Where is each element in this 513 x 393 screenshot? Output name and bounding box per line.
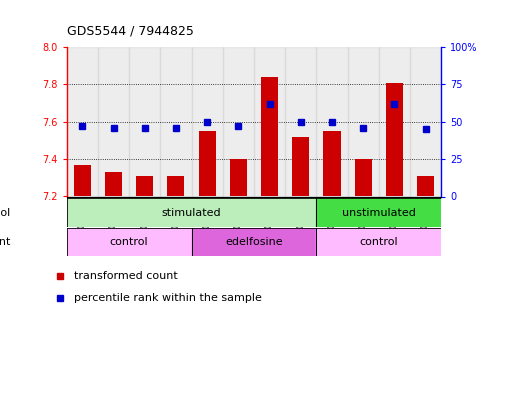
Bar	[223, 47, 254, 196]
Bar	[410, 47, 441, 196]
Bar	[67, 47, 98, 196]
Bar	[191, 228, 317, 256]
Bar	[74, 165, 91, 196]
Bar	[98, 47, 129, 196]
Text: unstimulated: unstimulated	[342, 208, 416, 218]
Bar	[379, 47, 410, 196]
Text: transformed count: transformed count	[74, 271, 177, 281]
Bar	[254, 47, 285, 196]
Bar	[199, 131, 215, 196]
Text: percentile rank within the sample: percentile rank within the sample	[74, 293, 262, 303]
Text: stimulated: stimulated	[162, 208, 221, 218]
Bar	[354, 159, 372, 196]
Bar	[317, 47, 348, 196]
Bar	[348, 47, 379, 196]
Text: GDS5544 / 7944825: GDS5544 / 7944825	[67, 24, 193, 37]
Bar	[261, 77, 278, 196]
Bar	[191, 47, 223, 196]
Text: control: control	[360, 237, 398, 247]
Bar	[317, 228, 441, 256]
Bar	[386, 83, 403, 196]
Bar	[129, 47, 160, 196]
Bar	[285, 47, 317, 196]
Text: control: control	[110, 237, 148, 247]
Text: protocol: protocol	[0, 208, 10, 218]
Bar	[417, 176, 434, 196]
Bar	[67, 198, 317, 227]
Bar	[160, 47, 191, 196]
Bar	[105, 172, 122, 196]
Bar	[317, 198, 441, 227]
Bar	[230, 159, 247, 196]
Bar	[67, 228, 191, 256]
Bar	[292, 137, 309, 196]
Text: edelfosine: edelfosine	[225, 237, 283, 247]
Bar	[167, 176, 185, 196]
Bar	[136, 176, 153, 196]
Bar	[323, 131, 341, 196]
Text: agent: agent	[0, 237, 10, 247]
